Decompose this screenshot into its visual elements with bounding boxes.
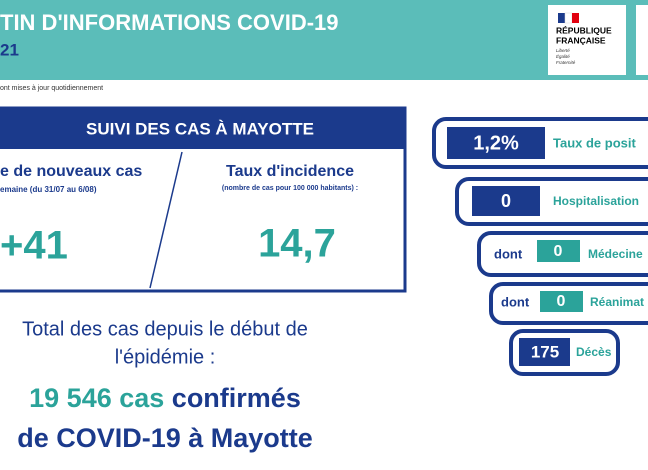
indicator-box — [540, 291, 583, 312]
indicator-value: 0 — [557, 293, 566, 310]
total-count: 19 546 cas — [29, 383, 164, 413]
indicator: dont 0 Médecine — [477, 231, 648, 277]
panel-title-bar — [0, 109, 405, 149]
indicator-label: Décès — [576, 345, 612, 359]
indicator-box — [519, 338, 570, 366]
flag-white — [564, 12, 573, 24]
panel-title: SUIVI DES CAS À MAYOTTE — [86, 119, 314, 138]
total-text: Total des cas depuis le début de — [22, 318, 308, 340]
divider — [149, 151, 183, 289]
indicator-box — [537, 240, 580, 262]
logo-motto: Égalité — [556, 53, 570, 59]
total-text: de COVID-19 à Mayotte — [17, 423, 313, 453]
flag-red — [572, 13, 579, 23]
total-count-rest: confirmés — [172, 383, 301, 413]
indicator: 1,2% Taux de posit — [432, 117, 648, 169]
indicator: dont 0 Réanimat — [489, 282, 648, 325]
logo-box — [636, 5, 648, 75]
indicator-label: Réanimat — [590, 295, 644, 309]
panel-heading: e de nouveaux cas — [0, 163, 142, 180]
indicator-prefix: dont — [501, 294, 530, 309]
header-band — [0, 0, 648, 80]
indicator-value: 1,2% — [473, 132, 519, 154]
indicator-label: Hospitalisation — [553, 194, 639, 208]
total-count-line: 19 546 cas confirmés — [29, 383, 301, 413]
indicator-value: 175 — [531, 342, 559, 361]
flag-blue — [558, 13, 565, 23]
panel-sub: emaine (du 31/07 au 6/08) — [0, 185, 97, 194]
indicator-value: 0 — [554, 243, 563, 260]
panel-value: +41 — [0, 224, 68, 268]
logo-line: FRANÇAISE — [556, 35, 606, 45]
indicator-label: Médecine — [588, 247, 643, 261]
header-title: TIN D'INFORMATIONS COVID-19 — [0, 10, 339, 35]
logo-motto: Liberté — [556, 48, 570, 53]
indicator-box — [472, 186, 540, 216]
indicator-prefix: dont — [494, 246, 523, 261]
logo-motto: Fraternité — [556, 60, 576, 65]
indicator: 175 Décès — [509, 329, 620, 376]
total-text: l'épidémie : — [115, 346, 216, 368]
indicator-value: 0 — [501, 191, 511, 211]
indicator: 0 Hospitalisation — [455, 177, 648, 226]
panel-sub: (nombre de cas pour 100 000 habitants) : — [222, 185, 358, 192]
panel-heading: Taux d'incidence — [226, 163, 354, 180]
header-subtitle: 21 — [0, 40, 19, 59]
logo-line: RÉPUBLIQUE — [556, 25, 612, 35]
header-note: ont mises à jour quotidiennement — [0, 85, 103, 92]
indicator-box — [447, 127, 545, 159]
indicator-label: Taux de posit — [553, 135, 636, 150]
panel-value: 14,7 — [258, 222, 336, 266]
